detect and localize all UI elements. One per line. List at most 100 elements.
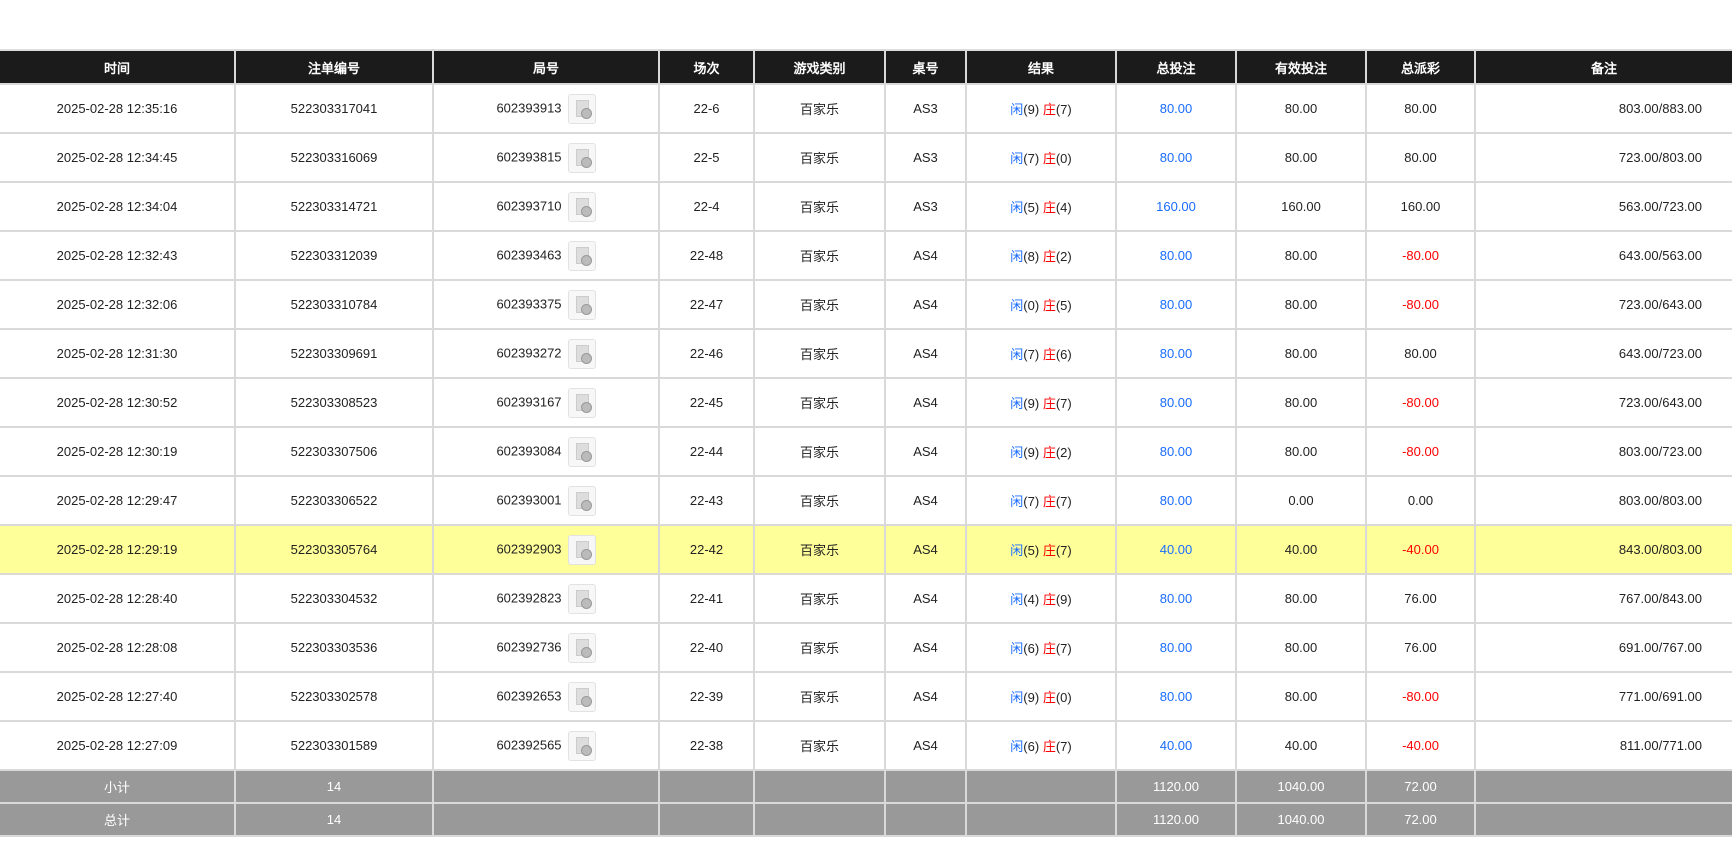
video-replay-icon[interactable] <box>567 485 596 516</box>
round-id-cell: 602392736 <box>432 622 660 673</box>
player-score: (7) <box>1023 494 1040 509</box>
game-type-cell: 百家乐 <box>753 622 886 673</box>
column-header[interactable]: 游戏类别 <box>753 49 886 84</box>
bet-id-cell: 522303306522 <box>234 475 434 526</box>
video-replay-icon[interactable] <box>567 240 596 271</box>
table-row: 2025-02-28 12:34:45 522303316069 602393815… <box>0 132 1732 183</box>
table-id-cell: AS4 <box>884 573 967 624</box>
player-score: (9) <box>1023 445 1040 460</box>
result-cell: 闲(5) 庄(4) <box>965 181 1117 232</box>
table-id-cell: AS4 <box>884 230 967 281</box>
column-header[interactable]: 局号 <box>432 49 660 84</box>
banker-score: (2) <box>1055 445 1072 460</box>
summary-row: 总计 14 1120.00 1040.00 72.00 <box>0 802 1732 837</box>
round-id-text: 602392903 <box>496 540 562 556</box>
payout-cell: 0.00 <box>1365 475 1476 526</box>
game-type-cell: 百家乐 <box>753 573 886 624</box>
payout-cell: -80.00 <box>1365 671 1476 722</box>
valid-bet-cell: 80.00 <box>1235 230 1367 281</box>
payout-cell: 80.00 <box>1365 132 1476 183</box>
empty-cell <box>432 802 660 837</box>
player-label: 闲 <box>1010 494 1024 509</box>
column-header[interactable]: 总投注 <box>1115 49 1237 84</box>
bet-records-table: 时间 注单编号 局号 场次 游戏类别 桌号 结果 总投注 有效投注 总派彩 备注 2025-02-2… <box>0 49 1732 837</box>
column-header[interactable]: 注单编号 <box>234 49 434 84</box>
total-bet-cell: 80.00 <box>1115 671 1237 722</box>
video-replay-icon[interactable] <box>567 93 596 124</box>
column-header[interactable]: 场次 <box>658 49 755 84</box>
game-type-cell: 百家乐 <box>753 279 886 330</box>
summary-count: 14 <box>234 802 434 837</box>
payout-cell: -80.00 <box>1365 426 1476 477</box>
player-label: 闲 <box>1010 347 1024 362</box>
video-replay-icon[interactable] <box>567 191 596 222</box>
empty-cell <box>884 802 967 837</box>
video-replay-icon[interactable] <box>567 534 596 565</box>
game-type-cell: 百家乐 <box>753 230 886 281</box>
game-type-cell: 百家乐 <box>753 132 886 183</box>
payout-cell: 76.00 <box>1365 622 1476 673</box>
column-header[interactable]: 有效投注 <box>1235 49 1367 84</box>
round-id-text: 602392565 <box>496 736 562 752</box>
result-cell: 闲(4) 庄(9) <box>965 573 1117 624</box>
table-row: 2025-02-28 12:35:16 522303317041 602393913… <box>0 83 1732 134</box>
round-id-cell: 602393913 <box>432 83 660 134</box>
player-score: (5) <box>1023 200 1040 215</box>
video-replay-icon[interactable] <box>567 583 596 614</box>
round-id-cell: 602393084 <box>432 426 660 477</box>
bet-time-cell: 2025-02-28 12:27:40 <box>0 671 236 722</box>
round-id-text: 602393001 <box>496 491 562 507</box>
note-cell: 771.00/691.00 <box>1474 671 1732 722</box>
video-replay-icon[interactable] <box>567 436 596 467</box>
empty-cell <box>1474 802 1732 837</box>
bet-id-cell: 522303304532 <box>234 573 434 624</box>
game-type-cell: 百家乐 <box>753 181 886 232</box>
player-score: (9) <box>1023 102 1040 117</box>
banker-label: 庄 <box>1042 690 1056 705</box>
summary-label: 小计 <box>0 769 236 804</box>
banker-label: 庄 <box>1042 347 1056 362</box>
payout-cell: 80.00 <box>1365 83 1476 134</box>
banker-label: 庄 <box>1042 102 1056 117</box>
column-header[interactable]: 总派彩 <box>1365 49 1476 84</box>
video-replay-icon[interactable] <box>567 289 596 320</box>
table-row: 2025-02-28 12:34:04 522303314721 602393710… <box>0 181 1732 232</box>
player-score: (9) <box>1023 396 1040 411</box>
shoe-round-cell: 22-46 <box>658 328 755 379</box>
round-id-cell: 602393463 <box>432 230 660 281</box>
valid-bet-cell: 80.00 <box>1235 279 1367 330</box>
banker-score: (6) <box>1055 347 1072 362</box>
bet-time-cell: 2025-02-28 12:29:47 <box>0 475 236 526</box>
column-header[interactable]: 结果 <box>965 49 1117 84</box>
video-replay-icon[interactable] <box>567 730 596 761</box>
table-id-cell: AS4 <box>884 524 967 575</box>
table-row: 2025-02-28 12:27:09 522303301589 602392565… <box>0 720 1732 771</box>
player-score: (8) <box>1023 249 1040 264</box>
banker-label: 庄 <box>1042 592 1056 607</box>
shoe-round-cell: 22-44 <box>658 426 755 477</box>
summary-label: 总计 <box>0 802 236 837</box>
valid-bet-cell: 80.00 <box>1235 622 1367 673</box>
empty-cell <box>965 802 1117 837</box>
banker-score: (5) <box>1055 298 1072 313</box>
video-replay-icon[interactable] <box>567 338 596 369</box>
column-header[interactable]: 备注 <box>1474 49 1732 84</box>
shoe-round-cell: 22-39 <box>658 671 755 722</box>
banker-label: 庄 <box>1042 249 1056 264</box>
table-row: 2025-02-28 12:32:43 522303312039 602393463… <box>0 230 1732 281</box>
payout-cell: 80.00 <box>1365 328 1476 379</box>
payout-cell: -40.00 <box>1365 524 1476 575</box>
table-id-cell: AS4 <box>884 475 967 526</box>
banker-score: (7) <box>1055 396 1072 411</box>
video-replay-icon[interactable] <box>567 632 596 663</box>
game-type-cell: 百家乐 <box>753 83 886 134</box>
note-cell: 723.00/643.00 <box>1474 377 1732 428</box>
video-replay-icon[interactable] <box>567 387 596 418</box>
video-replay-icon[interactable] <box>567 142 596 173</box>
column-header[interactable]: 时间 <box>0 49 236 84</box>
summary-payout: 72.00 <box>1365 769 1476 804</box>
video-replay-icon[interactable] <box>567 681 596 712</box>
column-header[interactable]: 桌号 <box>884 49 967 84</box>
round-id-text: 602393463 <box>496 246 562 262</box>
shoe-round-cell: 22-45 <box>658 377 755 428</box>
